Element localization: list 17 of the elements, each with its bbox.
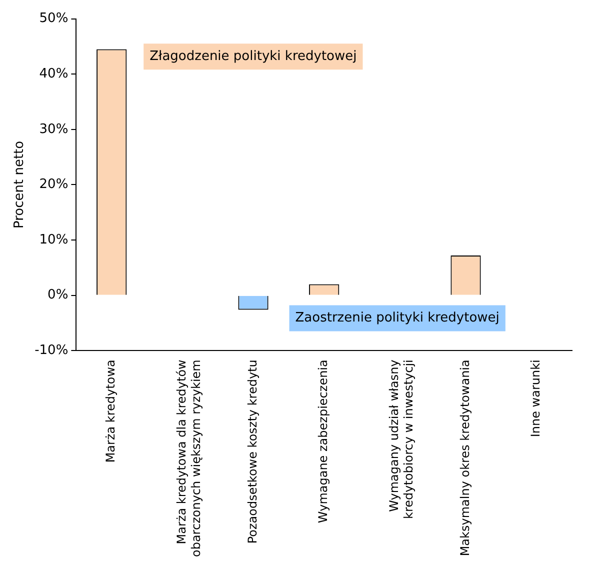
y-axis-title: Procent netto bbox=[12, 140, 28, 229]
x-tick-label: Maksymalny okres kredytowania bbox=[458, 360, 472, 556]
y-tick-label: 50% bbox=[39, 11, 68, 26]
y-tick-label: 40% bbox=[39, 66, 68, 82]
annotation: Złagodzenie polityki kredytowej bbox=[150, 49, 357, 64]
x-tick-label: Wymagane zabezpieczenia bbox=[316, 360, 330, 524]
x-tick-label: Inne warunki bbox=[528, 360, 543, 438]
y-tick-label: 0% bbox=[48, 288, 68, 303]
x-tick-label: Wymagany udział własny kredytobiorcy w inwestycji bbox=[387, 360, 416, 519]
x-tick-label: Pozaodsetkowe koszty kredytu bbox=[245, 360, 260, 544]
y-tick-label: 30% bbox=[39, 122, 68, 137]
x-tick-label: Marża kredytowa dla kredytów obarczonych większym ryzykiem bbox=[174, 359, 203, 557]
y-tick-label: 20% bbox=[39, 177, 68, 192]
x-tick-label: Marża kredytowa bbox=[104, 360, 118, 463]
y-tick-label: 10% bbox=[39, 232, 68, 248]
y-tick-label: -10% bbox=[34, 343, 68, 358]
annotation: Zaostrzenie polityki kredytowej bbox=[295, 310, 500, 326]
